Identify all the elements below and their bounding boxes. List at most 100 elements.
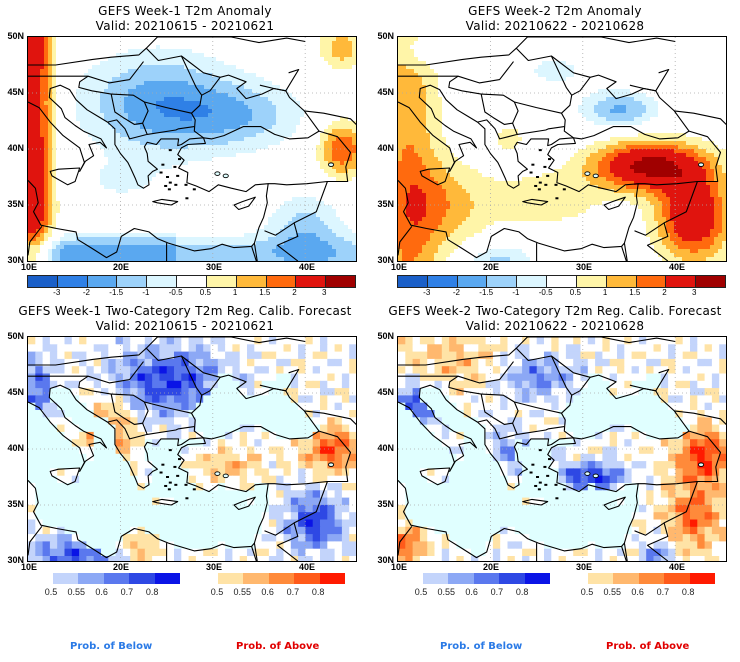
panel-title: GEFS Week-2 Two-Category T2m Reg. Calib.… <box>388 304 722 318</box>
colorbar-swatch <box>236 276 267 287</box>
island <box>167 488 171 491</box>
lat-label: 50N <box>377 331 394 341</box>
country-border <box>448 375 518 440</box>
colorbar-tick-label: 0.5 <box>44 587 58 597</box>
colorbar-swatch <box>319 573 346 584</box>
island <box>554 483 558 486</box>
anomaly-map-week2 <box>397 36 727 262</box>
country-border <box>512 101 519 124</box>
lake <box>698 462 705 467</box>
anomaly-map-week1 <box>27 36 357 262</box>
colorbar-swatch <box>154 573 181 584</box>
country-border <box>253 243 258 261</box>
colorbar-swatch <box>487 276 518 287</box>
lon-label: 40E <box>669 262 686 272</box>
island <box>164 184 168 187</box>
coastline-black-sea <box>560 374 690 440</box>
coastline-black-sea <box>560 74 690 140</box>
lon-label: 30E <box>206 562 223 572</box>
lat-label: 40N <box>377 443 394 453</box>
country-border <box>78 75 148 140</box>
island <box>531 463 535 466</box>
island <box>174 483 178 486</box>
lat-label: 45N <box>377 387 394 397</box>
country-border <box>621 246 627 261</box>
colorbar-tick-label: 0.55 <box>233 587 252 597</box>
island <box>161 163 165 166</box>
country-border <box>398 525 413 556</box>
country-border <box>157 37 306 44</box>
lon-label: 40E <box>669 562 686 572</box>
colorbar-tick-label: 0.8 <box>515 587 529 597</box>
colorbar-swatch <box>243 573 269 584</box>
colorbar-swatch <box>87 276 118 287</box>
colorbar-tick-label: 0.8 <box>311 587 325 597</box>
prob-below-colorbar <box>423 573 551 584</box>
lat-label: 40N <box>7 443 24 453</box>
island <box>178 458 182 461</box>
colorbar-tick-label: 0.6 <box>95 587 108 597</box>
lat-label: 50N <box>377 31 394 41</box>
lon-label: 20E <box>113 262 130 272</box>
island <box>176 174 180 177</box>
colorbar-tick-label: 0.5 <box>199 288 211 297</box>
lon-label: 30E <box>576 262 593 272</box>
colorbar-swatch <box>294 573 320 584</box>
country-border <box>517 126 565 135</box>
colorbar-tick-label: -3 <box>423 288 431 297</box>
country-border <box>512 401 519 424</box>
country-border <box>276 222 299 261</box>
island <box>529 471 533 474</box>
colorbar-tick-label: 0.6 <box>465 587 478 597</box>
prob-above-label: Prob. of Above <box>236 641 320 652</box>
colorbar-tick-label: 1.5 <box>629 288 641 297</box>
colorbar-swatch <box>117 276 148 287</box>
lake <box>698 162 705 167</box>
coastline-black-sea <box>190 74 320 140</box>
lake <box>592 473 599 479</box>
panel-title: GEFS Week-2 T2m Anomaly <box>468 4 642 18</box>
panel-valid-dates: Valid: 20210622 - 20210628 <box>465 19 645 33</box>
colorbar-swatch <box>666 276 697 287</box>
island <box>546 474 550 477</box>
country-border <box>398 361 514 384</box>
prob-above-colorbar <box>218 573 346 584</box>
colorbar-swatch <box>53 573 79 584</box>
colorbar-swatch <box>547 276 577 287</box>
panel-week2-anomaly: GEFS Week-2 T2m Anomaly Valid: 20210622 … <box>370 0 740 300</box>
panel-valid-dates: Valid: 20210622 - 20210628 <box>465 319 645 333</box>
lat-label: 50N <box>7 31 24 41</box>
panel-title: GEFS Week-1 T2m Anomaly <box>98 4 272 18</box>
panel-week2-probability: GEFS Week-2 Two-Category T2m Reg. Calib.… <box>370 300 740 662</box>
lon-label: 30E <box>576 562 593 572</box>
island <box>537 488 541 491</box>
colorbar-swatch <box>448 573 474 584</box>
colorbar-swatch <box>423 573 449 584</box>
lon-label: 20E <box>483 562 500 572</box>
country-border <box>623 243 628 261</box>
lat-label: 40N <box>377 143 394 153</box>
colorbar-tick-label: -0.5 <box>168 288 183 297</box>
country-border <box>304 110 356 126</box>
colorbar-tick-label: -2 <box>452 288 461 297</box>
colorbar-swatch <box>398 276 428 287</box>
country-border <box>268 130 352 186</box>
colorbar-tick-label: -2 <box>82 288 91 297</box>
colorbar-tick-label: 0.7 <box>656 587 670 597</box>
coastline <box>398 384 639 559</box>
island <box>168 149 172 152</box>
colorbar-tick-label: -1.5 <box>479 288 494 297</box>
island <box>168 481 172 484</box>
lon-label: 10E <box>391 562 408 572</box>
country-border <box>398 61 514 84</box>
country-border <box>181 55 221 78</box>
island <box>544 483 548 486</box>
country-border <box>646 222 669 261</box>
colorbar-tick-label: 1 <box>602 288 608 297</box>
island <box>548 458 552 461</box>
coastline-crete <box>522 498 549 506</box>
colorbar-swatch <box>218 573 244 584</box>
colorbar-tick-label: 0.8 <box>681 587 695 597</box>
country-border <box>398 37 528 66</box>
lon-label: 40E <box>299 262 316 272</box>
